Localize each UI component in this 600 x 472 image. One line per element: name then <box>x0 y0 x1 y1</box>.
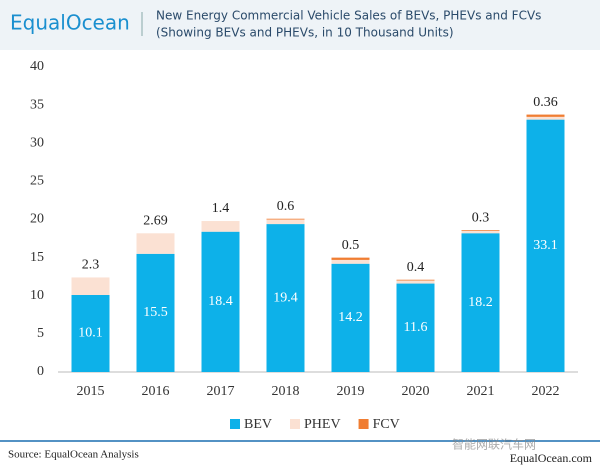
bar-segment <box>461 233 500 372</box>
x-tick-label: 2020 <box>402 384 430 399</box>
value-label: 2.3 <box>82 258 100 273</box>
brand: EqualOcean <box>10 11 130 35</box>
x-tick-label: 2017 <box>207 384 235 399</box>
bar-segment <box>526 114 565 117</box>
value-label: 2.69 <box>143 214 168 229</box>
value-label: 19.4 <box>273 290 298 305</box>
site: EqualOcean.com <box>510 451 593 465</box>
y-tick-label: 5 <box>37 326 44 341</box>
bar-segment <box>136 233 175 254</box>
legend-label: BEV <box>244 417 272 432</box>
value-label: 15.5 <box>143 305 168 320</box>
y-tick-label: 25 <box>30 174 44 189</box>
bar-segment <box>526 119 565 372</box>
x-tick-label: 2019 <box>337 384 365 399</box>
legend-label: FCV <box>373 417 400 432</box>
bar-segment <box>396 279 435 281</box>
y-tick-label: 20 <box>30 212 44 227</box>
bar-segment <box>71 277 110 295</box>
value-label: 0.3 <box>472 210 490 225</box>
x-tick-label: 2018 <box>272 384 300 399</box>
value-label: 33.1 <box>533 238 558 253</box>
value-label: 18.4 <box>208 294 233 309</box>
chart-title: New Energy Commercial Vehicle Sales of B… <box>156 9 541 23</box>
chart-subtitle: (Showing BEVs and PHEVs, in 10 Thousand … <box>156 26 454 40</box>
bar-segment <box>526 116 565 120</box>
value-label: 0.36 <box>533 95 558 110</box>
value-label: 0.4 <box>407 260 425 275</box>
legend-label: PHEV <box>304 417 341 432</box>
value-label: 18.2 <box>468 295 493 310</box>
value-label: 0.5 <box>342 238 360 253</box>
y-tick-label: 0 <box>37 364 44 379</box>
y-tick-label: 10 <box>30 288 44 303</box>
bar-segment <box>396 283 435 372</box>
value-label: 14.2 <box>338 310 363 325</box>
y-tick-label: 30 <box>30 135 44 150</box>
header-band <box>0 0 600 50</box>
y-tick-label: 35 <box>30 97 44 112</box>
bar-segment <box>331 259 370 264</box>
bar-segment <box>136 253 175 372</box>
x-tick-label: 2016 <box>142 384 170 399</box>
bar-segment <box>71 294 110 372</box>
bar-segment <box>266 218 305 220</box>
bar-segment <box>266 219 305 225</box>
source: Source: EqualOcean Analysis <box>8 449 139 461</box>
legend-swatch <box>230 419 240 429</box>
bar-segment <box>331 263 370 372</box>
bar-segment <box>331 257 370 260</box>
value-label: 0.6 <box>277 199 295 214</box>
bar-segment <box>201 221 240 232</box>
bar-segment <box>201 231 240 372</box>
y-tick-label: 40 <box>30 59 44 74</box>
bar-segment <box>396 280 435 284</box>
value-label: 11.6 <box>404 320 428 335</box>
x-tick-label: 2022 <box>532 384 560 399</box>
legend-swatch <box>290 419 300 429</box>
legend-swatch <box>358 419 369 429</box>
watermark: 智能网联汽车网 <box>452 437 536 452</box>
bar-segment <box>461 230 500 231</box>
y-tick-label: 15 <box>30 250 44 265</box>
x-tick-label: 2015 <box>77 384 105 399</box>
bar-segment <box>461 230 500 234</box>
x-tick-label: 2021 <box>467 384 495 399</box>
value-label: 10.1 <box>78 326 103 341</box>
bar-segment <box>266 224 305 372</box>
value-label: 1.4 <box>212 201 230 216</box>
